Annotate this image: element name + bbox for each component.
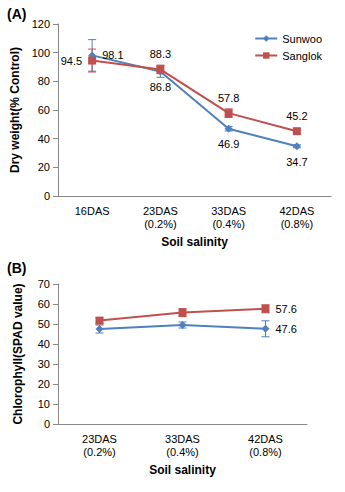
svg-text:50: 50 bbox=[38, 318, 50, 330]
svg-text:Sanglok: Sanglok bbox=[282, 50, 322, 62]
svg-text:20: 20 bbox=[38, 161, 50, 173]
svg-text:(0.8%): (0.8%) bbox=[249, 446, 281, 458]
svg-text:40: 40 bbox=[38, 338, 50, 350]
svg-text:30: 30 bbox=[38, 358, 50, 370]
svg-text:94.5: 94.5 bbox=[61, 55, 82, 67]
svg-text:Soil salinity: Soil salinity bbox=[161, 235, 228, 249]
svg-text:45.2: 45.2 bbox=[286, 110, 307, 122]
svg-text:57.6: 57.6 bbox=[276, 303, 297, 315]
svg-text:46.9: 46.9 bbox=[218, 138, 239, 150]
svg-text:57.8: 57.8 bbox=[218, 92, 239, 104]
svg-text:(A): (A) bbox=[7, 6, 26, 22]
svg-text:100: 100 bbox=[32, 47, 50, 59]
svg-text:0: 0 bbox=[44, 418, 50, 430]
svg-text:(0.2%): (0.2%) bbox=[144, 218, 176, 230]
svg-text:23DAS: 23DAS bbox=[82, 433, 117, 445]
svg-text:0: 0 bbox=[44, 190, 50, 202]
svg-text:120: 120 bbox=[32, 18, 50, 30]
svg-text:Chlorophyll(SPAD value): Chlorophyll(SPAD value) bbox=[11, 283, 25, 424]
svg-text:42DAS: 42DAS bbox=[279, 205, 314, 217]
svg-text:80: 80 bbox=[38, 75, 50, 87]
svg-text:33DAS: 33DAS bbox=[211, 205, 246, 217]
svg-text:(0.8%): (0.8%) bbox=[281, 218, 313, 230]
svg-text:86.8: 86.8 bbox=[150, 81, 171, 93]
svg-text:20: 20 bbox=[38, 378, 50, 390]
svg-text:Soil salinity: Soil salinity bbox=[149, 463, 216, 477]
svg-text:10: 10 bbox=[38, 398, 50, 410]
svg-text:70: 70 bbox=[38, 278, 50, 290]
svg-text:33DAS: 33DAS bbox=[165, 433, 200, 445]
svg-text:40: 40 bbox=[38, 133, 50, 145]
svg-text:(0.4%): (0.4%) bbox=[166, 446, 198, 458]
svg-text:98.1: 98.1 bbox=[102, 49, 123, 61]
svg-text:42DAS: 42DAS bbox=[248, 433, 283, 445]
svg-text:60: 60 bbox=[38, 104, 50, 116]
svg-text:Dry weight(% Control): Dry weight(% Control) bbox=[8, 47, 22, 173]
svg-text:Sunwoo: Sunwoo bbox=[282, 33, 322, 45]
svg-text:(B): (B) bbox=[7, 260, 26, 276]
svg-text:47.6: 47.6 bbox=[276, 323, 297, 335]
svg-text:88.3: 88.3 bbox=[150, 48, 171, 60]
svg-text:60: 60 bbox=[38, 298, 50, 310]
svg-text:23DAS: 23DAS bbox=[143, 205, 178, 217]
svg-text:(0.4%): (0.4%) bbox=[212, 218, 244, 230]
svg-text:16DAS: 16DAS bbox=[75, 205, 110, 217]
svg-text:34.7: 34.7 bbox=[286, 156, 307, 168]
svg-text:(0.2%): (0.2%) bbox=[83, 446, 115, 458]
